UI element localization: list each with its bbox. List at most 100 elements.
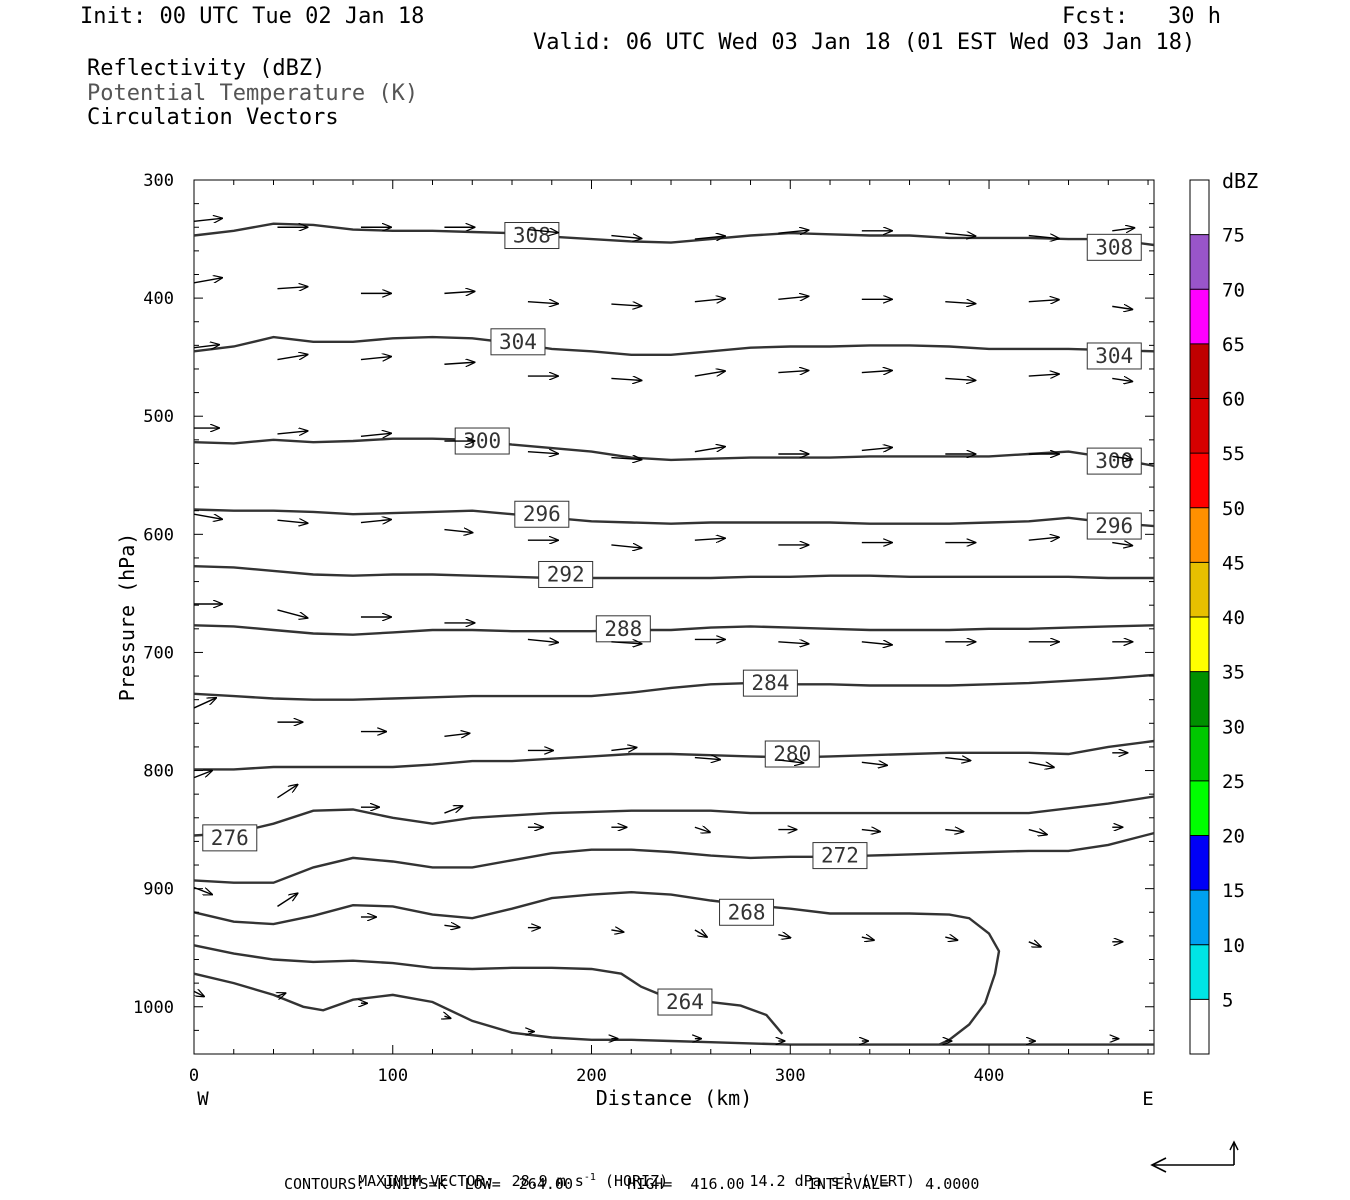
west-label: W bbox=[197, 1088, 209, 1110]
contour-label: 296 bbox=[1095, 514, 1133, 538]
colorbar-level-label: 40 bbox=[1222, 607, 1245, 629]
contour-label-box bbox=[719, 898, 775, 926]
contour-line-308 bbox=[193, 222, 1155, 247]
y-tick-label: 800 bbox=[143, 762, 174, 782]
contour-label: 268 bbox=[728, 900, 766, 924]
contour-line-304 bbox=[193, 335, 1155, 356]
y-tick-label: 500 bbox=[143, 407, 174, 427]
vector-arrow bbox=[1112, 378, 1132, 381]
reference-vector-icon bbox=[1150, 1140, 1239, 1173]
vector-arrow bbox=[611, 378, 641, 380]
x-tick-label: 200 bbox=[576, 1066, 607, 1086]
vector-arrow bbox=[778, 230, 808, 233]
vector-arrow bbox=[611, 304, 641, 306]
colorbar-swatch bbox=[1190, 453, 1209, 508]
vector-arrow bbox=[277, 785, 297, 799]
x-tick-label: 100 bbox=[377, 1066, 408, 1086]
colorbar-swatch bbox=[1190, 835, 1209, 891]
vector-arrow bbox=[193, 513, 222, 519]
east-label: E bbox=[1142, 1088, 1153, 1110]
vector-arrow bbox=[444, 1016, 450, 1018]
colorbar-swatch bbox=[1190, 890, 1209, 945]
colorbar-level-label: 65 bbox=[1222, 334, 1245, 356]
contour-label: 304 bbox=[499, 330, 537, 354]
x-tick-label: 400 bbox=[974, 1066, 1005, 1086]
colorbar-swatch bbox=[1190, 180, 1209, 235]
vector-arrow bbox=[1028, 374, 1059, 376]
colorbar-swatch bbox=[1190, 999, 1209, 1054]
colorbar-swatch bbox=[1190, 944, 1209, 1000]
valid-time: Valid: 06 UTC Wed 03 Jan 18 (01 EST Wed … bbox=[533, 30, 1196, 55]
contour-label: 276 bbox=[211, 826, 249, 850]
vector-arrow bbox=[861, 642, 892, 645]
vector-arrow bbox=[611, 747, 636, 750]
colorbar-level-label: 70 bbox=[1222, 279, 1245, 301]
contour-line-264 bbox=[193, 944, 784, 1035]
vector-arrow bbox=[444, 733, 469, 736]
axes-layer: 300 400 500 600 700 800 900 1000 0 100 200 300 400 bbox=[133, 171, 1154, 1086]
vector-arrow bbox=[193, 698, 216, 709]
y-tick-label: 900 bbox=[143, 880, 174, 900]
contour-label: 300 bbox=[1095, 449, 1133, 473]
vector-arrow bbox=[193, 991, 204, 996]
colorbar-level-label: 35 bbox=[1222, 662, 1245, 684]
y-tick-label: 400 bbox=[143, 289, 174, 309]
colorbar-level-label: 75 bbox=[1222, 225, 1245, 247]
vector-arrow bbox=[945, 758, 970, 761]
vector-arrow bbox=[277, 993, 285, 996]
vertical-tag: (VERT) bbox=[860, 1172, 915, 1190]
vector-arrow bbox=[694, 758, 720, 760]
vector-arrow bbox=[277, 520, 307, 523]
colorbar-swatch bbox=[1190, 234, 1209, 290]
colorbar-swatch bbox=[1190, 398, 1209, 454]
contour-label-box bbox=[1086, 233, 1142, 261]
vector-arrow bbox=[1112, 543, 1132, 546]
vector-arrow bbox=[861, 937, 874, 940]
vector-arrow bbox=[611, 642, 641, 644]
colorbar-swatch bbox=[1190, 562, 1209, 617]
vector-arrow bbox=[193, 278, 222, 284]
vector-arrow bbox=[945, 302, 975, 304]
contour-line-292 bbox=[193, 565, 1154, 580]
contour-line-272 bbox=[193, 831, 1155, 884]
vector-arrow bbox=[778, 642, 808, 644]
vector-arrow bbox=[444, 362, 474, 364]
colorbar-swatch bbox=[1190, 726, 1209, 781]
vector-arrow bbox=[360, 357, 391, 360]
colorbar-swatch bbox=[1190, 671, 1209, 727]
contour-label: 308 bbox=[1095, 235, 1133, 259]
contour-label-box bbox=[595, 615, 651, 643]
contour-label-box bbox=[742, 669, 798, 697]
max-vector-label: MAXIMUM VECTOR: bbox=[358, 1172, 494, 1190]
vector-arrow bbox=[1028, 236, 1059, 239]
colorbar-level-label: 45 bbox=[1222, 552, 1245, 574]
vector-arrow bbox=[861, 762, 887, 765]
colorbar-swatch bbox=[1190, 507, 1209, 563]
vector-arrow bbox=[1112, 456, 1132, 459]
x-axis-title: Distance (km) bbox=[596, 1086, 753, 1110]
contour-line-268 bbox=[193, 890, 1001, 1046]
contour-line-276 bbox=[193, 795, 1155, 837]
x-tick-label: 0 bbox=[189, 1066, 199, 1086]
vector-arrow bbox=[1028, 830, 1047, 835]
colorbar-level-label: 30 bbox=[1222, 716, 1245, 738]
contour-label: 272 bbox=[821, 844, 859, 868]
vector-arrow bbox=[945, 233, 975, 236]
vector-arrow bbox=[527, 452, 558, 454]
vector-arrow bbox=[360, 520, 391, 523]
vector-arrow bbox=[360, 433, 391, 436]
colorbar-level-label: 15 bbox=[1222, 880, 1245, 902]
vector-arrow bbox=[694, 827, 710, 832]
vector-arrow bbox=[193, 218, 222, 221]
vector-arrow bbox=[444, 291, 474, 293]
contour-label-box bbox=[202, 824, 258, 852]
colorbar-title: dBZ bbox=[1222, 169, 1258, 193]
y-tick-label: 700 bbox=[143, 643, 174, 663]
forecast-hour: Fcst: 30 h bbox=[1062, 4, 1221, 29]
contour-label: 304 bbox=[1095, 344, 1133, 368]
vector-arrow bbox=[611, 930, 623, 932]
y-tick-label: 1000 bbox=[133, 998, 174, 1018]
vector-arrow bbox=[193, 771, 212, 779]
vector-arrow bbox=[1028, 762, 1054, 767]
